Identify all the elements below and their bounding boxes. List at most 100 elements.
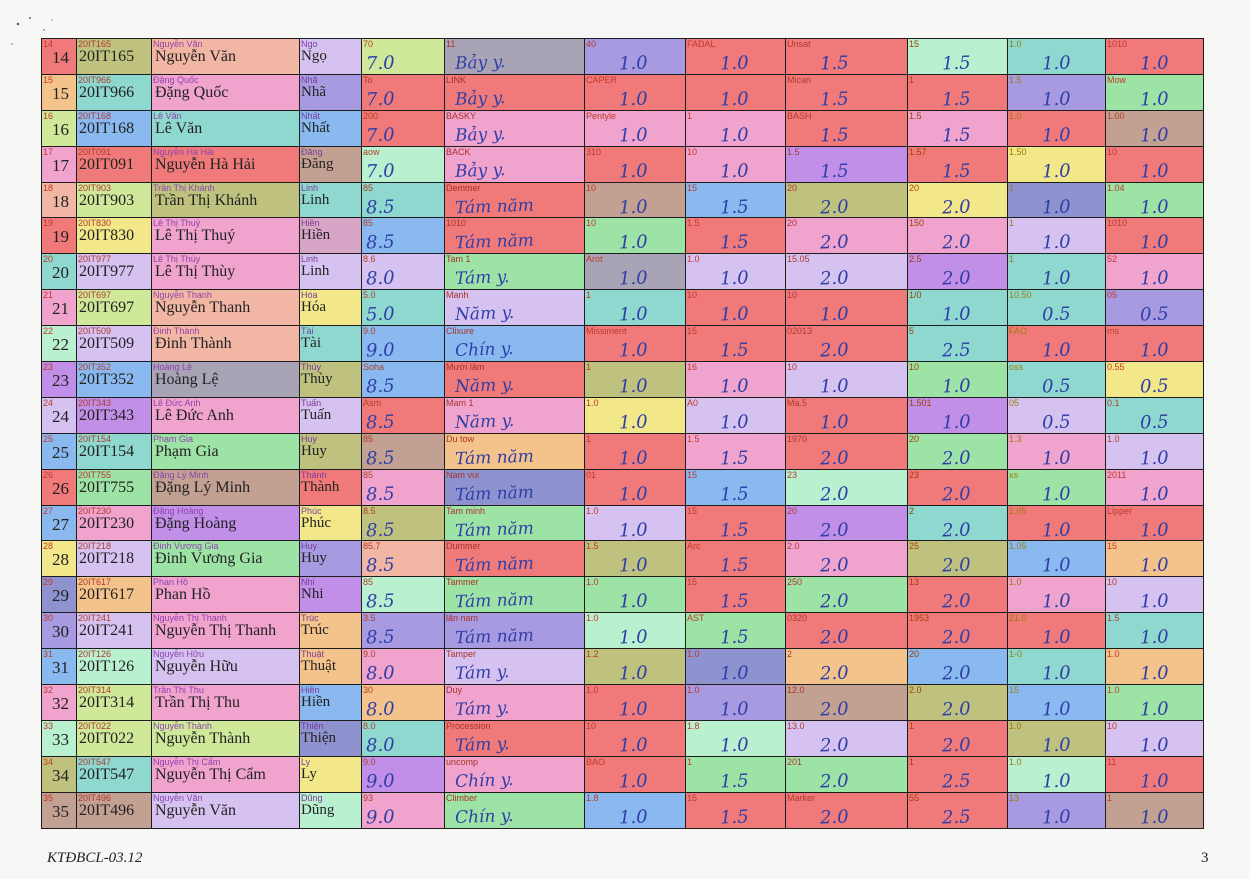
overlay-label: Tam minh — [446, 505, 486, 516]
cell-name: Trần Thị Thu Trần Thị Thu — [151, 684, 300, 721]
cell-c4: 1953 2.0 — [907, 612, 1008, 650]
handwritten-value: 1.5 — [719, 519, 749, 541]
cell-c6: 1.0 1.0 — [1105, 684, 1204, 721]
cell-text: Thuật — [301, 658, 336, 675]
overlay-label: 20IT241 — [78, 613, 112, 624]
overlay-label: 85.7 — [363, 541, 381, 552]
cell-word: Tamper Tám y. — [444, 648, 585, 686]
cell-stt: 19 19 — [41, 217, 77, 255]
overlay-label: Phúc — [301, 505, 322, 516]
cell-word: 1010 Tám năm — [444, 217, 585, 255]
handwritten-value: 1.0 — [1041, 483, 1071, 506]
cell-gname: Nhi Nhi — [299, 576, 362, 614]
handwritten-value: 1.5 — [941, 160, 971, 183]
cell-name: Đặng Lý Minh Đặng Lý Minh — [151, 468, 300, 506]
cell-code: 20IT218 20IT218 — [76, 540, 152, 578]
overlay-label: 1.5 — [787, 146, 800, 157]
cell-gname: Dũng Dũng — [299, 791, 362, 829]
cell-score: 9.0 9.0 — [361, 755, 445, 793]
cell-text: Hiền — [301, 694, 331, 711]
cell-word: uncomp Chín y. — [444, 755, 585, 793]
cell-gname: Nhất Nhất — [299, 109, 362, 147]
handwritten-value: 1.0 — [1041, 339, 1071, 362]
cell-c5: 1.3 1.0 — [1007, 432, 1106, 470]
handwritten-value: 1.0 — [941, 375, 971, 398]
handwritten-value: Tám y. — [454, 267, 510, 290]
cell-gname: Tuấn Tuấn — [299, 396, 362, 434]
cell-name: Lê Thị Thuý Lê Thị Thuý — [151, 217, 300, 255]
overlay-label: 1.0 — [687, 649, 700, 660]
overlay-label: Duy — [446, 685, 463, 696]
table-row: 27 27 20IT230 20IT230 Đặng Hoàng Đặng Hoàng Ph… — [41, 504, 1204, 542]
cell-c1: 1.0 1.0 — [584, 504, 686, 542]
cell-text: Huy — [301, 442, 327, 459]
cell-c1: 1 1.0 — [584, 289, 686, 327]
cell-stt: 18 18 — [41, 181, 77, 219]
handwritten-value: 2.0 — [819, 734, 849, 757]
handwritten-value: 2.0 — [941, 554, 971, 577]
handwritten-value: 1.0 — [1041, 770, 1071, 793]
cell-text: 23 — [52, 371, 69, 391]
table-row: 28 28 20IT218 20IT218 Đinh Vương Gia Đinh Vươ… — [41, 540, 1204, 578]
handwritten-value: 1.0 — [819, 303, 849, 326]
cell-text: 34 — [52, 765, 69, 785]
overlay-label: 1.0 — [1009, 110, 1022, 121]
handwritten-value: 2.0 — [941, 590, 971, 613]
cell-text: Thành — [301, 478, 340, 495]
overlay-label: 1-0 — [1009, 649, 1023, 660]
cell-c4: 1 2.0 — [907, 719, 1008, 757]
cell-c5: FAO 1.0 — [1007, 325, 1106, 363]
cell-text: Huy — [301, 550, 327, 567]
overlay-label: 0.55 — [1107, 362, 1125, 373]
overlay-label: 21.0 — [1009, 613, 1027, 624]
cell-c5: 13 1.0 — [1007, 791, 1106, 829]
cell-text: Thùy — [301, 371, 333, 388]
cell-text: 20IT755 — [79, 478, 135, 496]
cell-text: 20IT977 — [79, 263, 135, 281]
cell-c4: 20 2.0 — [907, 432, 1008, 470]
handwritten-value: 8.5 — [365, 519, 395, 541]
overlay-label: 20IT165 — [78, 39, 112, 49]
cell-score: 70 7.0 — [361, 38, 445, 75]
overlay-label: 28 — [43, 541, 54, 552]
overlay-label: 10 — [586, 218, 597, 229]
overlay-label: Hiền — [301, 685, 320, 696]
handwritten-value: 1.0 — [1041, 590, 1071, 613]
cell-text: 32 — [52, 694, 69, 714]
cell-score: 85 8.5 — [361, 217, 445, 255]
overlay-label: LINK — [446, 74, 467, 85]
handwritten-value: 1.0 — [618, 196, 648, 218]
cell-c6: Lipper 1.0 — [1105, 504, 1204, 542]
cell-c6: 1.04 1.0 — [1105, 181, 1204, 219]
overlay-label: 20IT509 — [78, 326, 112, 337]
cell-word: Nam vui Tám năm — [444, 468, 585, 506]
cell-c2: 1.0 1.0 — [685, 253, 786, 291]
handwritten-value: 0.5 — [1041, 303, 1071, 326]
cell-stt: 28 28 — [41, 540, 77, 578]
cell-text: Lê Thị Thuý — [155, 227, 236, 245]
overlay-label: Nguyễn Thành — [153, 720, 212, 731]
handwritten-value: 1.5 — [941, 52, 971, 75]
cell-c5: 1.0 1.0 — [1007, 109, 1106, 147]
cell-c5: 15 1.0 — [1007, 684, 1106, 721]
overlay-label: 20IT903 — [78, 182, 112, 193]
overlay-label: 2011 — [1107, 469, 1127, 480]
handwritten-value: 1.0 — [719, 375, 749, 398]
cell-score: 85 8.5 — [361, 576, 445, 614]
overlay-label: 20IT830 — [78, 218, 112, 229]
overlay-label: 2.5 — [909, 254, 922, 265]
cell-c1: 10 1.0 — [584, 217, 686, 255]
overlay-label: Ngo — [301, 39, 318, 49]
overlay-label: 30 — [43, 613, 54, 624]
cell-c2: 15 1.5 — [685, 468, 786, 506]
cell-text: 26 — [52, 478, 69, 498]
overlay-label: Đặng Lý Minh — [153, 469, 209, 480]
overlay-label: 1953 — [909, 613, 930, 624]
cell-gname: Hiền Hiền — [299, 217, 362, 255]
overlay-label: 29 — [43, 577, 54, 588]
cell-c6: 1010 1.0 — [1105, 38, 1204, 75]
cell-code: 20IT509 20IT509 — [76, 325, 152, 363]
overlay-label: 1 — [586, 362, 592, 373]
overlay-label: 34 — [43, 756, 54, 767]
overlay-label: 1.2 — [586, 649, 599, 660]
